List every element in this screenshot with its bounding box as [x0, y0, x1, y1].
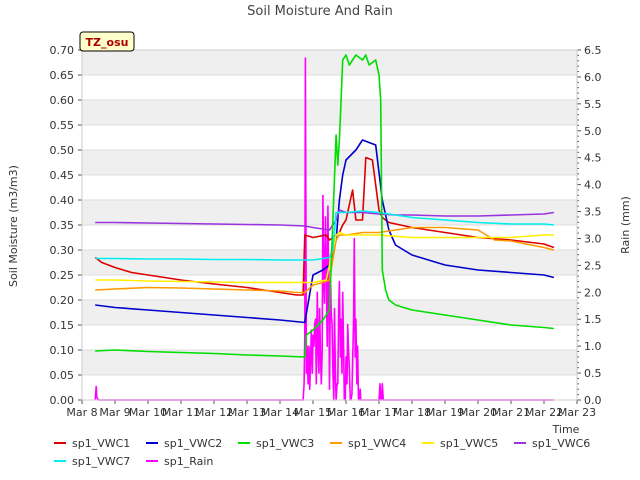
- y2-tick-label: 4.5: [584, 152, 602, 165]
- y2-tick-label: 2.0: [584, 286, 602, 299]
- site-label: TZ_osu: [86, 36, 129, 49]
- y2-tick-label: 6.0: [584, 71, 602, 84]
- y-tick-label: 0.00: [50, 394, 75, 407]
- x-tick-label: Mar 11: [162, 406, 200, 419]
- legend-label-sp1-rain: sp1_Rain: [164, 455, 213, 468]
- y2-tick-label: 1.5: [584, 313, 602, 326]
- y2-tick-label: 0.5: [584, 367, 602, 380]
- x-tick-label: Mar 15: [294, 406, 332, 419]
- plot-frame: [81, 49, 578, 401]
- y2-tick-label: 5.5: [584, 98, 602, 111]
- x-tick-label: Mar 23: [558, 406, 596, 419]
- x-tick-label: Mar 19: [426, 406, 464, 419]
- series-line-sp1-vwc7: [95, 210, 554, 261]
- y2-tick-label: 4.0: [584, 179, 602, 192]
- series-line-sp1-vwc2: [95, 139, 555, 324]
- series-line-sp1-vwc3: [95, 54, 554, 358]
- x-tick-label: Mar 9: [99, 406, 130, 419]
- y-tick-label: 0.40: [50, 194, 75, 207]
- y-tick-label: 0.55: [50, 119, 75, 132]
- y-tick-label: 0.50: [50, 144, 75, 157]
- chart-title: Soil Moisture And Rain: [247, 4, 393, 19]
- x-tick-label: Mar 21: [492, 406, 530, 419]
- x-tick-label: Mar 13: [228, 406, 266, 419]
- series-line-sp1-vwc6: [95, 209, 555, 231]
- y2-tick-label: 2.5: [584, 259, 602, 272]
- x-tick-label: Mar 10: [129, 406, 167, 419]
- y-tick-label: 0.10: [50, 344, 75, 357]
- x-tick-label: Mar 18: [393, 406, 431, 419]
- legend-label-sp1-vwc5: sp1_VWC5: [440, 437, 498, 450]
- grid-band: [82, 150, 577, 175]
- y-tick-label: 0.65: [50, 69, 75, 82]
- y-tick-label: 0.35: [50, 219, 75, 232]
- x-tick-label: Mar 22: [525, 406, 563, 419]
- y2-tick-label: 3.0: [584, 232, 602, 245]
- y-tick-label: 0.45: [50, 169, 75, 182]
- y2-tick-label: 5.0: [584, 125, 602, 138]
- y2-tick-label: 0.0: [584, 394, 602, 407]
- y-tick-label: 0.15: [50, 319, 75, 332]
- x-tick-label: Mar 8: [66, 406, 97, 419]
- grid-bands: [82, 49, 577, 401]
- grid-band: [82, 50, 577, 75]
- legend: sp1_VWC1 sp1_VWC2 sp1_VWC3 sp1_VWC4 sp1_VWC5…: [54, 437, 590, 468]
- legend-label-sp1-vwc1: sp1_VWC1: [72, 437, 130, 450]
- grid-band: [82, 200, 577, 225]
- legend-label-sp1-vwc2: sp1_VWC2: [164, 437, 222, 450]
- legend-label-sp1-vwc6: sp1_VWC6: [532, 437, 590, 450]
- series-line-sp1-vwc4: [95, 226, 555, 294]
- y2-tick-label: 3.5: [584, 206, 602, 219]
- y2-tick-label: 6.5: [584, 44, 602, 57]
- y-tick-label: 0.60: [50, 94, 75, 107]
- y-tick-label: 0.30: [50, 244, 75, 257]
- y-axis-left: 0.00 0.05 0.10 0.15 0.20 0.25 0.30 0.35 0.40 0.45…: [50, 44, 82, 407]
- grid-band: [82, 100, 577, 125]
- x-tick-label: Mar 16: [327, 406, 365, 419]
- x-tick-label: Mar 20: [459, 406, 497, 419]
- y-tick-label: 0.70: [50, 44, 75, 57]
- y-tick-label: 0.05: [50, 369, 75, 382]
- legend-label-sp1-vwc3: sp1_VWC3: [256, 437, 314, 450]
- legend-label-sp1-vwc4: sp1_VWC4: [348, 437, 406, 450]
- y-tick-label: 0.25: [50, 269, 75, 282]
- y2-axis-label: Rain (mm): [619, 196, 632, 254]
- y-axis-label: Soil Moisture (m3/m3): [7, 165, 20, 287]
- y2-tick-label: 1.0: [584, 340, 602, 353]
- y-axis-right: 0.0 0.5 1.0 1.5 2.0 2.5 3.0 3.5 4.0 4.5 5.0 5.5 6.0 6…: [577, 44, 602, 407]
- x-axis-label: Time: [552, 423, 580, 436]
- y-tick-label: 0.20: [50, 294, 75, 307]
- series-line-sp1-vwc5: [95, 231, 554, 284]
- x-tick-label: Mar 12: [195, 406, 233, 419]
- legend-label-sp1-vwc7: sp1_VWC7: [72, 455, 130, 468]
- x-tick-label: Mar 14: [261, 406, 299, 419]
- site-label-box: TZ_osu: [79, 31, 135, 52]
- x-tick-label: Mar 17: [360, 406, 398, 419]
